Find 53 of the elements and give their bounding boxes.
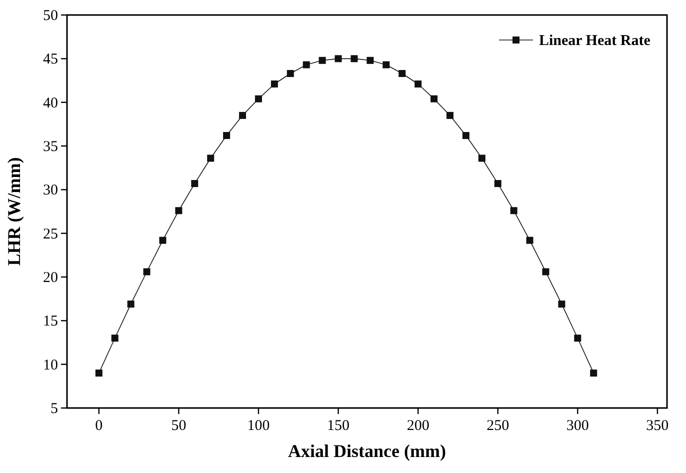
point <box>254 95 262 102</box>
x-tick-label: 100 <box>247 418 270 434</box>
y-tick-label: 10 <box>43 357 58 374</box>
point <box>127 300 134 308</box>
point <box>350 55 358 62</box>
point <box>223 132 230 140</box>
x-tick-label: 300 <box>566 418 589 434</box>
point <box>414 80 422 88</box>
legend-label: Linear Heat Rate <box>539 33 651 49</box>
point <box>430 95 438 102</box>
point <box>590 370 598 377</box>
point <box>111 334 118 342</box>
y-tick-label: 40 <box>43 95 58 112</box>
point <box>302 61 310 68</box>
x-tick-label: 0 <box>95 418 103 434</box>
y-tick-label: 5 <box>50 401 58 417</box>
point <box>574 334 582 342</box>
y-tick-label: 50 <box>43 8 58 24</box>
y-tick-label: 35 <box>43 139 58 155</box>
point <box>270 80 278 88</box>
point <box>366 56 374 64</box>
x-tick-label: 200 <box>406 418 430 434</box>
y-tick-label: 30 <box>43 182 58 199</box>
y-tick-label: 25 <box>43 226 58 242</box>
point <box>494 180 502 188</box>
point <box>318 56 326 64</box>
point <box>446 112 454 119</box>
point <box>542 268 550 276</box>
point <box>462 132 470 140</box>
point <box>526 236 534 244</box>
point <box>191 180 198 188</box>
point <box>478 154 486 162</box>
y-axis-title: LHR (W/mm) <box>4 157 24 266</box>
x-tick-label: 250 <box>486 418 510 434</box>
point <box>286 70 294 78</box>
x-tick-label: 50 <box>171 418 186 434</box>
point <box>510 207 518 214</box>
x-tick-label: 350 <box>646 418 669 434</box>
point <box>239 112 246 119</box>
point <box>143 268 150 276</box>
point <box>175 207 182 214</box>
point <box>95 370 102 377</box>
point <box>207 154 214 162</box>
x-tick-label: 150 <box>327 418 350 434</box>
point <box>382 61 390 68</box>
point <box>558 300 566 308</box>
point <box>159 236 166 244</box>
point <box>334 55 342 62</box>
y-tick-label: 15 <box>43 314 58 330</box>
y-tick-label: 45 <box>43 52 58 68</box>
y-tick-label: 20 <box>43 270 58 286</box>
point <box>398 70 406 78</box>
x-axis-title: Axial Distance (mm) <box>288 441 446 461</box>
